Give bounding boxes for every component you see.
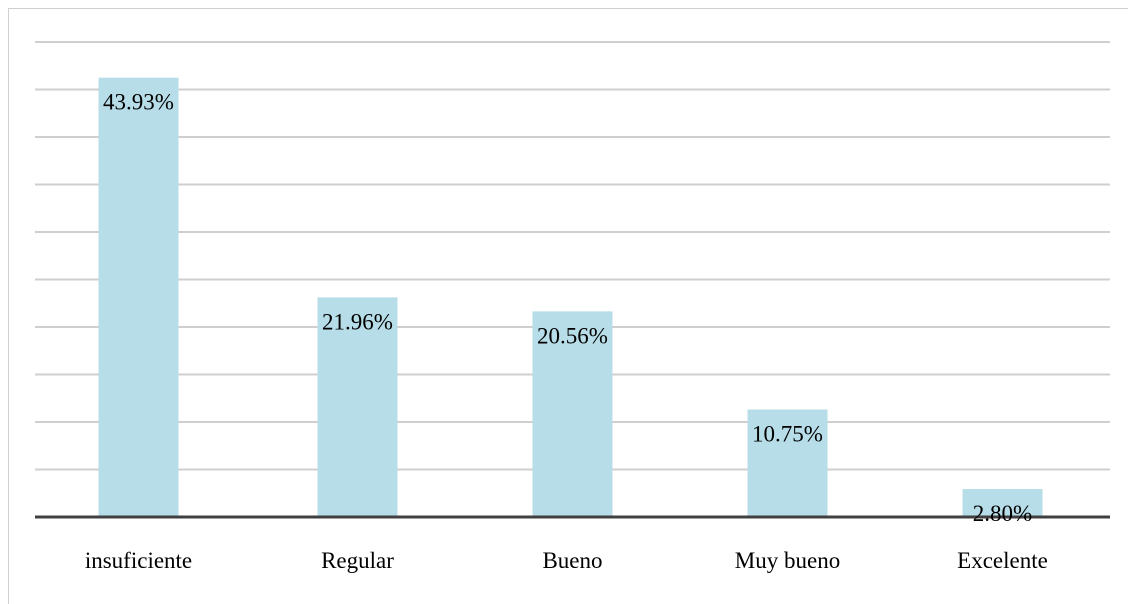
bar-muy-bueno	[747, 409, 828, 517]
category-label: Excelente	[957, 548, 1048, 573]
category-label: Bueno	[542, 548, 602, 573]
bars	[98, 77, 1043, 517]
data-label: 20.56%	[537, 323, 608, 348]
value-labels: 43.93% 21.96% 20.56% 10.75% 2.80%	[103, 90, 1032, 526]
bar-regular	[317, 297, 398, 517]
data-label: 21.96%	[322, 309, 393, 334]
category-labels: insuficiente Regular Bueno Muy bueno Excelen…	[85, 548, 1048, 573]
category-label: Regular	[321, 548, 394, 573]
data-label: 10.75%	[752, 422, 823, 447]
data-label: 2.80%	[973, 501, 1032, 526]
bar-excelente	[962, 489, 1043, 517]
category-label: Muy bueno	[735, 548, 840, 573]
category-label: insuficiente	[85, 548, 192, 573]
data-label: 43.93%	[103, 90, 174, 115]
bar-insuficiente	[98, 77, 179, 517]
bar-bueno	[532, 311, 613, 517]
chart-frame	[8, 8, 1128, 604]
